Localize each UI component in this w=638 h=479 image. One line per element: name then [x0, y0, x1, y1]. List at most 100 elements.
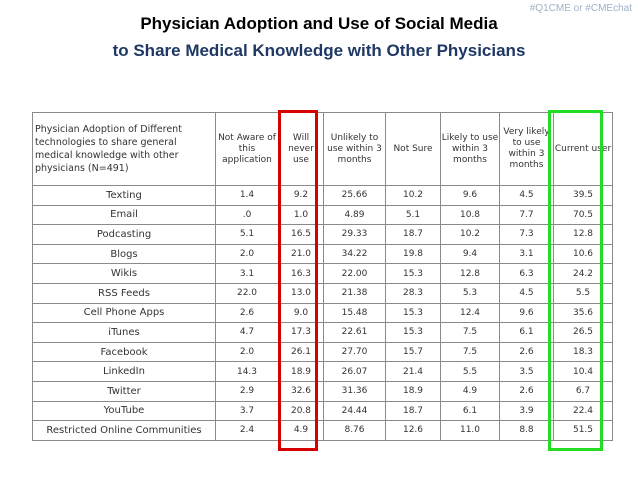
table-cell: .0	[215, 204, 279, 226]
table-cell: 4.7	[215, 322, 279, 343]
table-cell: 3.5	[499, 361, 554, 382]
table-row: Facebook 2.0 26.1 27.70 15.7 7.5 2.6 18.3	[32, 341, 613, 363]
row-label: iTunes	[32, 322, 216, 343]
table-cell: 21.4	[385, 361, 441, 382]
table-cell: 10.6	[553, 243, 613, 265]
header-not-sure: Not Sure	[385, 112, 441, 186]
table-cell: 18.7	[385, 224, 441, 245]
table-cell: 10.8	[440, 204, 500, 226]
table-cell: 15.48	[323, 302, 386, 324]
table-cell: 21.38	[323, 282, 386, 304]
header-current-user: Current user	[553, 112, 613, 186]
row-label: Blogs	[32, 243, 216, 265]
table-cell: 18.7	[385, 400, 441, 422]
table-row: RSS Feeds 22.0 13.0 21.38 28.3 5.3 4.5 5.5	[32, 282, 613, 304]
slide-title: Physician Adoption and Use of Social Med…	[140, 14, 498, 33]
row-label: Cell Phone Apps	[32, 302, 216, 324]
table-cell: 15.3	[385, 263, 441, 284]
table-cell: 25.66	[323, 185, 386, 206]
table-row: Texting 1.4 9.2 25.66 10.2 9.6 4.5 39.5	[32, 185, 613, 206]
current-user-highlight-box	[548, 110, 603, 451]
hashtag-label: #Q1CME or #CMEchat	[529, 3, 632, 14]
table-cell: 10.2	[385, 185, 441, 206]
table-cell: 12.8	[440, 263, 500, 284]
table-cell: 5.3	[440, 282, 500, 304]
header-not-aware: Not Aware of this application	[215, 112, 279, 186]
table-cell: 11.0	[440, 420, 500, 441]
table-cell: 1.4	[215, 185, 279, 206]
table-cell: 51.5	[553, 420, 613, 441]
table-cell: 12.6	[385, 420, 441, 441]
table-cell: 6.1	[440, 400, 500, 422]
row-label: LinkedIn	[32, 361, 216, 382]
row-label: RSS Feeds	[32, 282, 216, 304]
table-row: LinkedIn 14.3 18.9 26.07 21.4 5.5 3.5 10.4	[32, 361, 613, 382]
row-label: Wikis	[32, 263, 216, 284]
table-row: Blogs 2.0 21.0 34.22 19.8 9.4 3.1 10.6	[32, 243, 613, 265]
table-cell: 2.6	[499, 341, 554, 363]
header-unlikely: Unlikely to use within 3 months	[323, 112, 386, 186]
table-cell: 15.3	[385, 322, 441, 343]
table-cell: 5.1	[385, 204, 441, 226]
table-cell: 14.3	[215, 361, 279, 382]
table-cell: 3.7	[215, 400, 279, 422]
table-row: Cell Phone Apps 2.6 9.0 15.48 15.3 12.4 9.6 35.…	[32, 302, 613, 324]
table-row: Email .0 1.0 4.89 5.1 10.8 7.7 70.5	[32, 204, 613, 226]
table-cell: 2.0	[215, 243, 279, 265]
table-cell: 3.9	[499, 400, 554, 422]
table-cell: 5.1	[215, 224, 279, 245]
table-cell: 2.4	[215, 420, 279, 441]
table-cell: 2.9	[215, 380, 279, 402]
table-description: Physician Adoption of Different technolo…	[32, 112, 216, 186]
table-cell: 2.0	[215, 341, 279, 363]
row-label: Twitter	[32, 380, 216, 402]
table-cell: 18.3	[553, 341, 613, 363]
table-cell: 6.3	[499, 263, 554, 284]
table-cell: 18.9	[385, 380, 441, 402]
table-cell: 27.70	[323, 341, 386, 363]
table-cell: 31.36	[323, 380, 386, 402]
table-cell: 34.22	[323, 243, 386, 265]
adoption-table: Physician Adoption of Different technolo…	[32, 112, 613, 441]
table-cell: 2.6	[215, 302, 279, 324]
table-row: iTunes 4.7 17.3 22.61 15.3 7.5 6.1 26.5	[32, 322, 613, 343]
table-cell: 28.3	[385, 282, 441, 304]
table-row: Twitter 2.9 32.6 31.36 18.9 4.9 2.6 6.7	[32, 380, 613, 402]
table-cell: 10.2	[440, 224, 500, 245]
table-cell: 22.00	[323, 263, 386, 284]
table-cell: 22.0	[215, 282, 279, 304]
will-never-use-highlight-box	[278, 110, 318, 451]
table-cell: 9.6	[499, 302, 554, 324]
table-cell: 7.3	[499, 224, 554, 245]
table-cell: 7.5	[440, 322, 500, 343]
table-cell: 6.1	[499, 322, 554, 343]
table-cell: 4.5	[499, 282, 554, 304]
table-cell: 12.4	[440, 302, 500, 324]
table-cell: 8.76	[323, 420, 386, 441]
row-label: Email	[32, 204, 216, 226]
table-cell: 29.33	[323, 224, 386, 245]
table-cell: 7.7	[499, 204, 554, 226]
table-cell: 3.1	[215, 263, 279, 284]
table-cell: 5.5	[440, 361, 500, 382]
table-cell: 9.6	[440, 185, 500, 206]
table-cell: 26.5	[553, 322, 613, 343]
table-cell: 4.5	[499, 185, 554, 206]
row-label: YouTube	[32, 400, 216, 422]
table-row: Restricted Online Communities 2.4 4.9 8.76 1…	[32, 420, 613, 441]
table-cell: 2.6	[499, 380, 554, 402]
table-cell: 15.3	[385, 302, 441, 324]
table-cell: 26.07	[323, 361, 386, 382]
table-cell: 15.7	[385, 341, 441, 363]
table-cell: 24.44	[323, 400, 386, 422]
row-label: Podcasting	[32, 224, 216, 245]
slide-subtitle: to Share Medical Knowledge with Other Ph…	[112, 41, 526, 60]
table-cell: 8.8	[499, 420, 554, 441]
table-cell: 22.61	[323, 322, 386, 343]
table-row: Podcasting 5.1 16.5 29.33 18.7 10.2 7.3 12.8	[32, 224, 613, 245]
table-cell: 3.1	[499, 243, 554, 265]
table-cell: 7.5	[440, 341, 500, 363]
table-cell: 10.4	[553, 361, 613, 382]
table-header-row: Physician Adoption of Different technolo…	[32, 112, 613, 186]
table-cell: 4.89	[323, 204, 386, 226]
